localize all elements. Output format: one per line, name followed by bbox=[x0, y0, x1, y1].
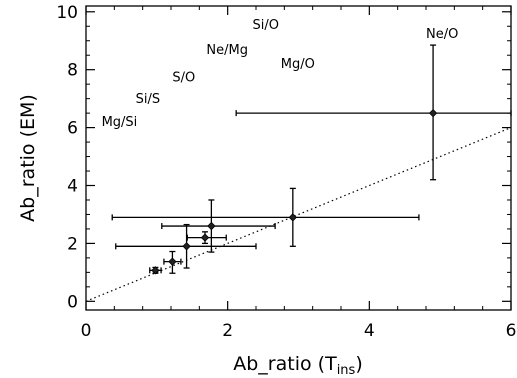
diamond-marker bbox=[428, 108, 438, 118]
annotations-layer: Si/O Ne/O Ne/Mg Mg/O S/O Si/S Mg/Si bbox=[102, 18, 459, 130]
y-tick-label: 2 bbox=[67, 234, 78, 254]
ratio-annotation: Mg/Si bbox=[102, 115, 138, 130]
diamond-marker bbox=[207, 221, 216, 231]
ratio-annotation: Mg/O bbox=[281, 57, 315, 72]
y-tick-label: 8 bbox=[67, 61, 78, 81]
ratio-annotation: Si/S bbox=[136, 92, 161, 107]
data-point bbox=[235, 44, 512, 181]
y-axis-label: Ab_ratio (EM) bbox=[17, 94, 39, 222]
diamond-marker bbox=[288, 213, 297, 222]
x-tick-label: 0 bbox=[81, 321, 92, 341]
x-tick-label: 2 bbox=[222, 321, 233, 341]
x-tick-label: 4 bbox=[364, 321, 375, 341]
diamond-marker bbox=[182, 242, 191, 251]
y-tick-label: 10 bbox=[56, 3, 78, 23]
ratio-annotation: S/O bbox=[172, 70, 195, 85]
plot-frame bbox=[85, 5, 512, 311]
data-point bbox=[163, 250, 182, 274]
data-point bbox=[149, 266, 162, 275]
diamond-marker bbox=[168, 257, 177, 266]
data-point bbox=[186, 231, 227, 245]
y-tick-label: 4 bbox=[67, 177, 78, 197]
x-axis-label: Ab_ratio (Tins) bbox=[233, 353, 362, 378]
y-tick-label: 0 bbox=[67, 292, 78, 312]
y-tick-label: 6 bbox=[67, 119, 78, 139]
reference-line-layer bbox=[85, 127, 512, 302]
x-tick-label: 6 bbox=[506, 321, 517, 341]
data-point bbox=[111, 187, 420, 247]
ratio-annotation: Ne/O bbox=[426, 27, 458, 42]
data-point bbox=[161, 199, 276, 253]
data-points-layer bbox=[111, 44, 512, 275]
reference-line bbox=[85, 127, 512, 302]
diamond-marker bbox=[151, 266, 160, 275]
ratio-annotation: Ne/Mg bbox=[206, 43, 248, 58]
ticks-layer: 0 2 4 6 0 2 4 6 8 10 bbox=[56, 3, 516, 341]
ratio-annotation: Si/O bbox=[252, 18, 278, 33]
diamond-marker bbox=[200, 233, 210, 242]
data-point bbox=[115, 223, 257, 269]
